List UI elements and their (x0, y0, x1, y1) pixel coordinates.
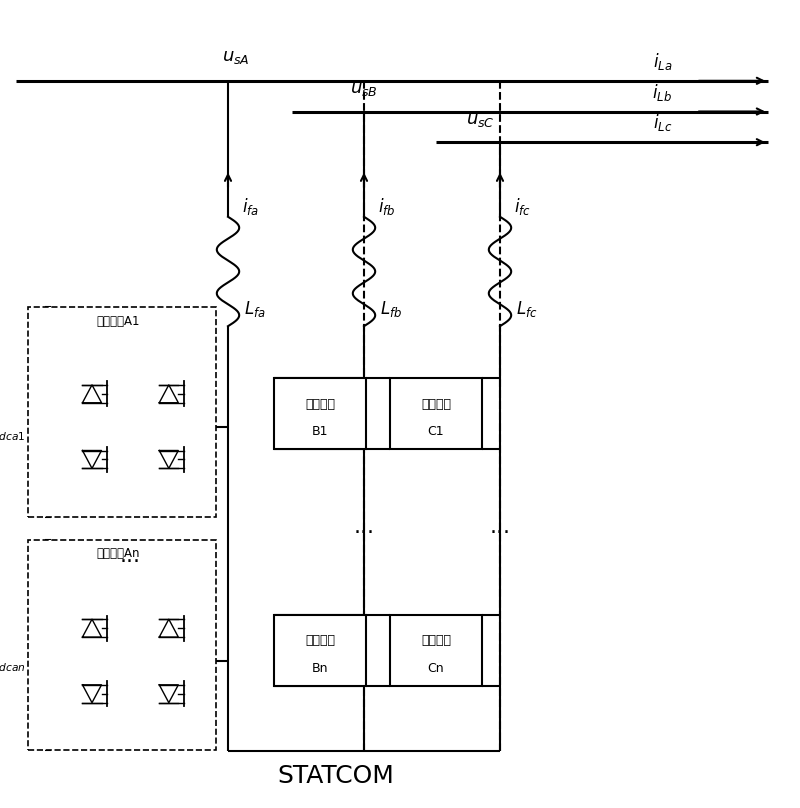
Polygon shape (82, 619, 102, 637)
Text: STATCOM: STATCOM (278, 764, 394, 788)
Polygon shape (159, 385, 178, 402)
Text: ···: ··· (354, 524, 374, 543)
Text: 级联模块A1: 级联模块A1 (97, 315, 140, 328)
Text: Cn: Cn (428, 662, 444, 675)
Polygon shape (82, 385, 102, 402)
Text: B1: B1 (312, 425, 328, 438)
Text: 级联模块: 级联模块 (421, 634, 451, 647)
Text: $u_{dcan}$: $u_{dcan}$ (0, 659, 26, 675)
Text: 级联模块: 级联模块 (305, 398, 335, 410)
Polygon shape (159, 685, 178, 703)
Bar (274, 615, 366, 686)
Bar (274, 378, 366, 449)
Bar (28, 307, 216, 517)
Text: $i_{La}$: $i_{La}$ (653, 51, 672, 72)
Polygon shape (82, 685, 102, 703)
Text: $i_{fc}$: $i_{fc}$ (514, 196, 531, 217)
Text: $i_{Lc}$: $i_{Lc}$ (653, 112, 672, 133)
Text: $i_{fb}$: $i_{fb}$ (378, 196, 396, 217)
Text: 级联模块: 级联模块 (421, 398, 451, 410)
Text: $L_{fa}$: $L_{fa}$ (244, 299, 266, 318)
Polygon shape (159, 619, 178, 637)
Text: $u_{sA}$: $u_{sA}$ (222, 48, 250, 66)
Text: $i_{Lb}$: $i_{Lb}$ (652, 82, 672, 103)
Bar (28, 540, 216, 750)
Polygon shape (159, 451, 178, 469)
Text: 级联模块An: 级联模块An (97, 547, 140, 560)
Text: $L_{fb}$: $L_{fb}$ (380, 299, 402, 318)
Text: $i_{fa}$: $i_{fa}$ (242, 196, 259, 217)
Text: $u_{dca1}$: $u_{dca1}$ (0, 427, 26, 443)
Text: 级联模块: 级联模块 (305, 634, 335, 647)
Text: C1: C1 (428, 425, 444, 438)
Text: $u_{sC}$: $u_{sC}$ (466, 112, 494, 129)
Text: ···: ··· (490, 524, 510, 543)
Text: $u_{sB}$: $u_{sB}$ (350, 80, 378, 98)
Bar (390, 378, 482, 449)
Text: ···: ··· (120, 552, 141, 571)
Polygon shape (82, 451, 102, 469)
Text: $L_{fc}$: $L_{fc}$ (516, 299, 538, 318)
Bar (390, 615, 482, 686)
Text: Bn: Bn (312, 662, 328, 675)
